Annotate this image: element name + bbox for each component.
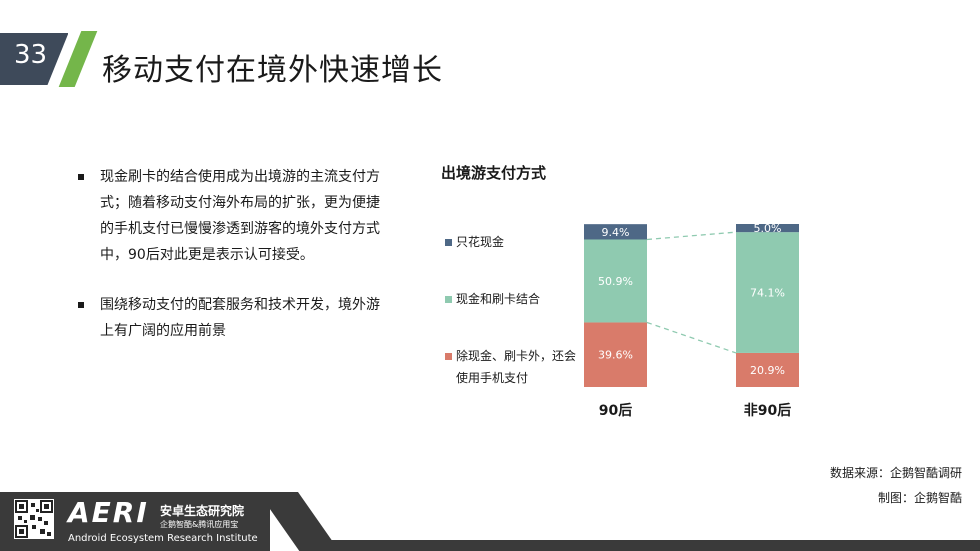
category-label: 90后 bbox=[599, 402, 632, 419]
aeri-logo: AERI bbox=[68, 496, 149, 529]
bar-segment bbox=[736, 232, 799, 353]
org-subtitle: 企鹅智酷&腾讯应用宝 bbox=[160, 520, 239, 529]
bullet-item: 现金刷卡的结合使用成为出境游的主流支付方式；随着移动支付海外布局的扩张，更为便捷… bbox=[76, 164, 386, 268]
legend-item-mobile: 除现金、刷卡外，还会使用手机支付 bbox=[445, 345, 576, 389]
chart-title: 出境游支付方式 bbox=[441, 164, 547, 182]
data-label: 50.9% bbox=[598, 275, 633, 288]
bullet-marker bbox=[78, 174, 84, 180]
legend-item-cash-only: 只花现金 bbox=[445, 231, 576, 253]
bullet-text: 围绕移动支付的配套服务和技术开发，境外游上有广阔的应用前景 bbox=[100, 297, 380, 339]
legend-swatch bbox=[445, 353, 452, 360]
stacked-bar-chart: 39.6% 50.9% 9.4% 90后 20.9% 74.1% 5.0% 非90后 bbox=[584, 222, 799, 419]
legend-swatch bbox=[445, 239, 452, 246]
legend-label: 只花现金 bbox=[456, 235, 505, 249]
bar-segment bbox=[736, 224, 799, 233]
bar-segment bbox=[584, 322, 647, 387]
bar-segment bbox=[736, 352, 799, 387]
data-label: 9.4% bbox=[602, 226, 630, 239]
data-label: 5.0% bbox=[754, 222, 782, 235]
bullet-list: 现金刷卡的结合使用成为出境游的主流支付方式；随着移动支付海外布局的扩张，更为便捷… bbox=[76, 164, 386, 368]
bullet-text: 现金刷卡的结合使用成为出境游的主流支付方式；随着移动支付海外布局的扩张，更为便捷… bbox=[100, 169, 380, 263]
bullet-marker bbox=[78, 302, 84, 308]
bullet-item: 围绕移动支付的配套服务和技术开发，境外游上有广阔的应用前景 bbox=[76, 292, 386, 344]
legend-label: 现金和刷卡结合 bbox=[456, 292, 541, 306]
bar-segment bbox=[584, 224, 647, 240]
slide-title: 移动支付在境外快速增长 bbox=[102, 53, 443, 88]
connector-line bbox=[646, 321, 737, 354]
data-label: 74.1% bbox=[750, 287, 785, 300]
source-note: 数据来源：企鹅智酷调研 制图：企鹅智酷 bbox=[830, 461, 962, 511]
legend-swatch bbox=[445, 296, 452, 303]
footer-bar bbox=[325, 540, 980, 551]
connector-line bbox=[646, 231, 737, 241]
page-number: 33 bbox=[14, 40, 48, 70]
qr-code-icon bbox=[14, 499, 54, 539]
org-name-en: Android Ecosystem Research Institute bbox=[68, 533, 258, 544]
bar-segment bbox=[584, 239, 647, 323]
legend-item-cash-card: 现金和刷卡结合 bbox=[445, 288, 576, 310]
data-label: 20.9% bbox=[750, 364, 785, 377]
source-line: 数据来源：企鹅智酷调研 bbox=[829, 466, 962, 480]
category-label: 非90后 bbox=[744, 402, 791, 419]
data-label: 39.6% bbox=[598, 349, 633, 362]
org-name-cn: 安卓生态研究院 bbox=[160, 504, 245, 518]
legend-label: 除现金、刷卡外，还会使用手机支付 bbox=[456, 349, 577, 385]
credit-line: 制图：企鹅智酷 bbox=[877, 491, 962, 505]
